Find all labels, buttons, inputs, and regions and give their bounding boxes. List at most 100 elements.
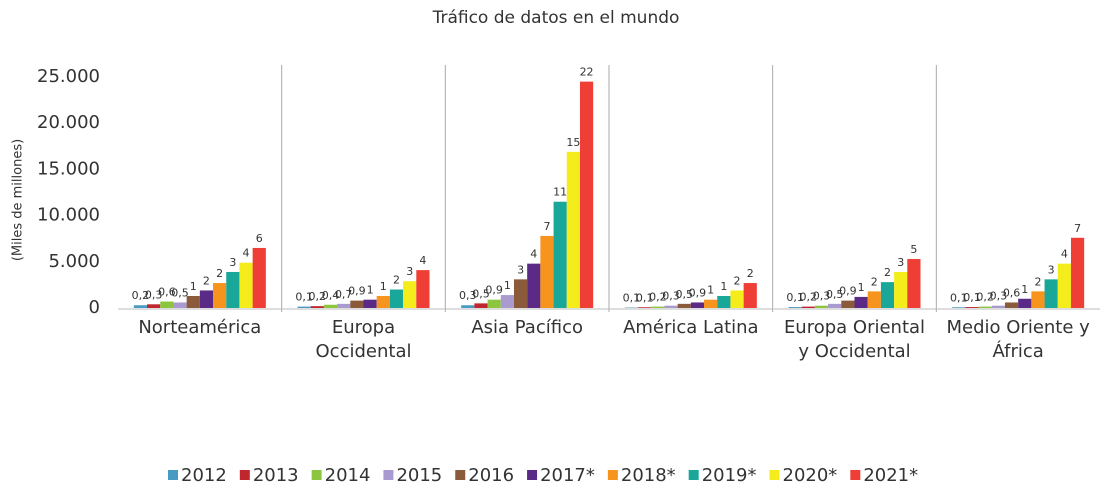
data-label: 0,5 bbox=[171, 286, 189, 299]
legend-swatch bbox=[688, 470, 699, 480]
bar bbox=[1018, 298, 1032, 308]
bar bbox=[841, 300, 855, 308]
data-label: 0,7 bbox=[335, 288, 353, 301]
data-label: 3 bbox=[897, 256, 904, 269]
data-label: 0,2 bbox=[800, 291, 818, 304]
data-label: 0,9 bbox=[348, 285, 366, 298]
x-tick-label: Europa Oriental y Occidental bbox=[783, 317, 926, 362]
bar bbox=[1031, 291, 1045, 308]
x-tick-label: América Latina bbox=[623, 317, 759, 338]
x-tick-label: Asia Pacífico bbox=[471, 317, 583, 338]
legend-label: 2015 bbox=[396, 465, 442, 486]
data-label: 0,9 bbox=[839, 285, 857, 298]
data-label: 11 bbox=[553, 186, 567, 199]
data-label: 0,2 bbox=[649, 291, 667, 304]
bar bbox=[416, 270, 430, 308]
data-label: 0,1 bbox=[623, 292, 641, 305]
data-label: 0,2 bbox=[309, 290, 327, 303]
bar bbox=[965, 307, 979, 308]
bar bbox=[389, 289, 404, 308]
data-label: 6 bbox=[256, 232, 263, 245]
data-label: 0,5 bbox=[472, 287, 490, 300]
bar bbox=[474, 303, 488, 308]
y-tick-label: 0 bbox=[89, 297, 100, 318]
bar bbox=[513, 279, 528, 308]
data-label: 4 bbox=[1061, 248, 1068, 261]
data-label: 1 bbox=[707, 284, 714, 297]
legend-label: 2021* bbox=[863, 465, 918, 486]
legend-swatch bbox=[455, 470, 466, 480]
data-label: 0,4 bbox=[322, 289, 340, 302]
data-label: 3 bbox=[406, 265, 413, 278]
data-label: 1 bbox=[380, 280, 387, 293]
bar bbox=[566, 151, 580, 308]
y-tick-label: 5.000 bbox=[48, 251, 100, 272]
y-tick-label: 10.000 bbox=[37, 205, 100, 226]
y-tick-label: 25.000 bbox=[37, 66, 100, 87]
data-label: 2 bbox=[871, 275, 878, 288]
bar bbox=[252, 247, 266, 308]
bar bbox=[323, 304, 338, 308]
bar bbox=[500, 295, 514, 308]
data-label: 0,6 bbox=[158, 286, 176, 299]
bar bbox=[704, 299, 718, 308]
bar bbox=[854, 296, 868, 308]
data-label: 3 bbox=[229, 256, 236, 269]
data-label: 2 bbox=[884, 266, 891, 279]
bar bbox=[1057, 263, 1071, 308]
bar bbox=[638, 307, 652, 308]
bar bbox=[297, 306, 311, 308]
x-tick-label: Norteamérica bbox=[138, 317, 262, 338]
y-tick-label: 20.000 bbox=[37, 112, 100, 133]
legend-label: 2013 bbox=[253, 465, 299, 486]
data-label: 2 bbox=[1034, 275, 1041, 288]
bar bbox=[540, 235, 554, 308]
legend-label: 2018* bbox=[621, 465, 676, 486]
bar bbox=[186, 295, 200, 308]
bar bbox=[717, 295, 731, 308]
data-label: 0,5 bbox=[826, 288, 844, 301]
data-label: 2 bbox=[393, 274, 400, 287]
data-label: 0,2 bbox=[132, 289, 150, 302]
bar bbox=[527, 263, 541, 308]
data-label: 2 bbox=[747, 267, 754, 280]
data-label: 0,1 bbox=[786, 291, 804, 304]
legend-swatch bbox=[239, 470, 250, 480]
bar bbox=[376, 295, 390, 308]
bar bbox=[907, 259, 921, 308]
data-label: 15 bbox=[566, 136, 580, 149]
legend-swatch bbox=[383, 470, 394, 480]
x-tick-label: Europa Occidental bbox=[315, 317, 412, 362]
legend-swatch bbox=[311, 470, 322, 480]
x-tick-label: Medio Oriente y África bbox=[946, 317, 1090, 362]
chart-title: Tráfico de datos en el mundo bbox=[432, 8, 680, 28]
data-label: 2 bbox=[734, 274, 741, 287]
bar bbox=[133, 305, 148, 308]
data-label: 0,3 bbox=[813, 290, 831, 303]
bar bbox=[801, 306, 815, 308]
bar bbox=[403, 281, 417, 308]
bar bbox=[664, 305, 678, 308]
data-label: 1 bbox=[1021, 283, 1028, 296]
bar bbox=[363, 299, 377, 308]
legend-label: 2016 bbox=[468, 465, 514, 486]
bar bbox=[991, 305, 1005, 308]
data-label: 0,3 bbox=[662, 290, 680, 303]
legend-label: 2020* bbox=[783, 465, 838, 486]
bar bbox=[677, 303, 691, 308]
data-label: 3 bbox=[517, 263, 524, 276]
bar bbox=[1044, 279, 1058, 308]
bar bbox=[350, 300, 364, 308]
bar bbox=[226, 271, 240, 308]
bar bbox=[337, 303, 351, 308]
legend-swatch bbox=[168, 470, 178, 480]
legend-swatch bbox=[607, 470, 618, 480]
bar bbox=[690, 302, 705, 308]
legend-swatch bbox=[850, 470, 861, 480]
legend-label: 2014 bbox=[325, 465, 371, 486]
data-label: 0,1 bbox=[950, 291, 968, 304]
bar bbox=[788, 307, 802, 308]
data-label: 22 bbox=[580, 66, 594, 79]
legend-label: 2019* bbox=[702, 465, 757, 486]
